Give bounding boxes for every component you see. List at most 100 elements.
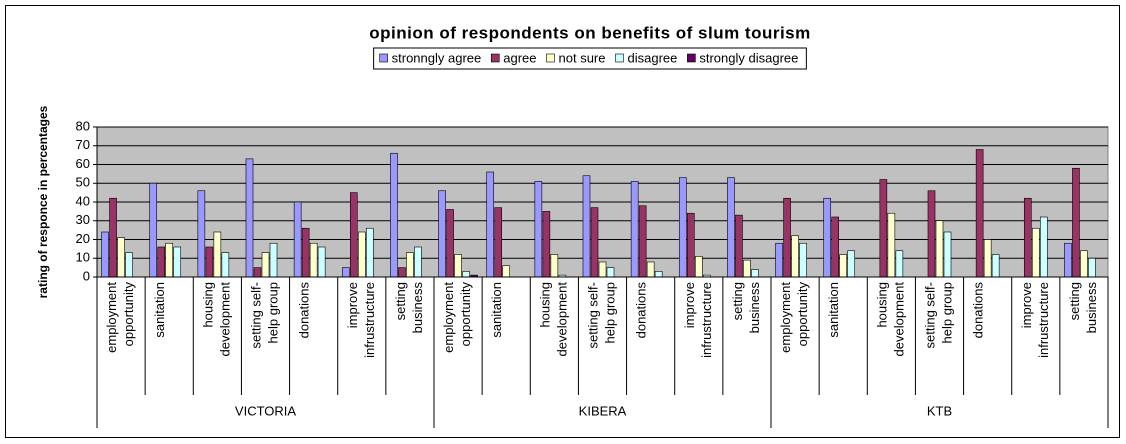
bar [783, 197, 791, 278]
y-axis-label: rating of responce in percentages [36, 105, 50, 298]
x-tick-label: employment opportunity [779, 282, 811, 353]
bar [301, 227, 310, 278]
bar [550, 254, 559, 278]
y-tick-label: 0 [83, 268, 90, 283]
legend: stronngly agree agree not sure disagree stro… [373, 47, 807, 70]
group-label: VICTORIA [235, 403, 296, 418]
bar [582, 175, 591, 278]
x-tick-label: setting self-help group [249, 282, 281, 348]
bar [149, 182, 158, 278]
bar [590, 207, 599, 278]
bar [438, 190, 446, 278]
bar [694, 256, 703, 278]
bar [534, 181, 543, 278]
legend-label: disagree [627, 50, 677, 65]
x-tick-label: housing development [201, 282, 233, 357]
legend-box [373, 47, 807, 70]
bar [462, 271, 470, 278]
bar [598, 261, 607, 278]
legend-swatch [546, 53, 555, 63]
bar [125, 252, 133, 278]
bar [165, 242, 174, 278]
bar [943, 231, 952, 278]
y-tick-label: 40 [76, 193, 90, 208]
bar [735, 214, 743, 278]
bar [638, 205, 647, 278]
legend-label: agree [503, 50, 536, 65]
bar [887, 212, 896, 278]
bar [245, 158, 254, 278]
x-tick-label: setting business [393, 282, 425, 334]
x-tick-label: housing development [875, 282, 907, 357]
bar [983, 239, 992, 278]
bar [839, 254, 848, 278]
x-tick-label: improve infrustructure [682, 282, 714, 358]
legend-label: not sure [559, 50, 606, 65]
bar [743, 259, 751, 278]
bar [341, 267, 350, 278]
bar [799, 242, 807, 278]
bar [606, 267, 615, 278]
bar [727, 177, 735, 278]
bar [454, 254, 462, 278]
bar [1023, 197, 1032, 278]
bar [414, 246, 422, 278]
y-tick-label: 20 [76, 231, 90, 246]
bar [398, 267, 406, 278]
bar [823, 197, 832, 278]
y-tick-label: 70 [76, 137, 90, 152]
x-tick-label: sanitation [490, 282, 505, 338]
bar [678, 177, 687, 278]
bar [349, 192, 358, 278]
legend-label: stronngly agree [392, 50, 482, 65]
bar [646, 261, 655, 278]
y-tick-label: 50 [76, 175, 90, 190]
x-tick-label: donations [297, 282, 312, 339]
x-tick-label: employment opportunity [105, 282, 137, 353]
x-tick-label: setting self-help group [923, 282, 955, 348]
bar [494, 207, 503, 278]
bar [686, 212, 695, 278]
x-tick-label: setting business [1067, 282, 1099, 334]
y-tick-label: 10 [76, 250, 90, 265]
bar [213, 231, 222, 278]
bar [847, 250, 856, 278]
legend-label: strongly disagree [699, 50, 798, 65]
bar [261, 252, 270, 278]
bar [197, 190, 206, 278]
bar [1064, 242, 1072, 278]
bar [253, 267, 262, 278]
bar [1072, 167, 1080, 278]
bar [831, 216, 840, 278]
bar [502, 265, 511, 278]
bar [630, 181, 639, 278]
bar [109, 197, 117, 278]
chart-title: opinion of respondents on benefits of sl… [369, 23, 811, 42]
x-tick-label: sanitation [827, 282, 842, 338]
bar [895, 250, 904, 278]
bar [927, 190, 936, 278]
x-tick-label: improve infrustructure [1019, 282, 1051, 358]
bar [390, 152, 398, 278]
bar [1080, 250, 1088, 278]
bar [775, 242, 783, 278]
x-tick-label: housing development [538, 282, 570, 357]
bar [654, 271, 663, 278]
legend-swatch [615, 53, 624, 63]
group-label: KTB [927, 403, 952, 418]
bar [879, 179, 888, 278]
bar [406, 252, 414, 278]
bar [1031, 227, 1040, 278]
legend-swatch [490, 53, 500, 63]
bar [357, 231, 366, 278]
bar [751, 269, 759, 278]
bar [269, 242, 278, 278]
bar [101, 231, 109, 278]
x-tick-label: setting business [730, 282, 762, 334]
x-tick-label: employment opportunity [442, 282, 474, 353]
bar [935, 220, 944, 278]
bar [173, 246, 182, 278]
bar [309, 242, 318, 278]
bar [1039, 216, 1048, 278]
